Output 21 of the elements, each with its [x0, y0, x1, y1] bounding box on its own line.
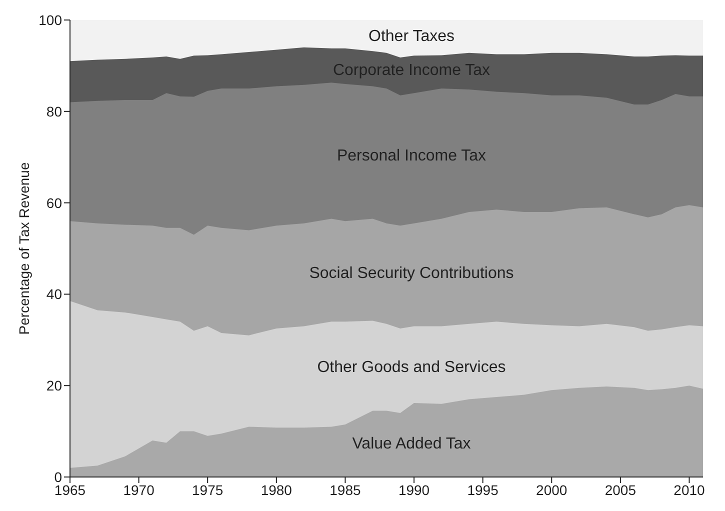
x-tick-label: 1970: [123, 482, 155, 498]
y-tick-label: 80: [46, 103, 62, 120]
x-tick-label: 1990: [398, 482, 430, 498]
x-tick-label: 1995: [467, 482, 499, 498]
x-tick-label: 1985: [330, 482, 361, 498]
x-tick-label: 2005: [604, 482, 636, 498]
x-tick-label: 2010: [674, 482, 706, 498]
y-axis-title: Percentage of Tax Revenue: [16, 162, 32, 335]
series-label: Corporate Income Tax: [332, 62, 490, 80]
x-tick-label: 1980: [260, 482, 292, 498]
series-label: Other Goods and Services: [317, 358, 506, 376]
series-label: Other Taxes: [368, 28, 454, 45]
series-label: Personal Income Tax: [336, 147, 486, 164]
y-tick-label: 100: [38, 12, 62, 28]
x-tick-label: 2000: [536, 482, 568, 498]
x-tick-label: 1975: [192, 482, 224, 498]
series-label: Social Security Contributions: [309, 265, 514, 282]
series-label: Value Added Tax: [352, 435, 471, 452]
y-tick-label: 60: [46, 194, 62, 211]
y-tick-label: 40: [46, 286, 62, 302]
y-tick-label: 20: [46, 378, 62, 394]
